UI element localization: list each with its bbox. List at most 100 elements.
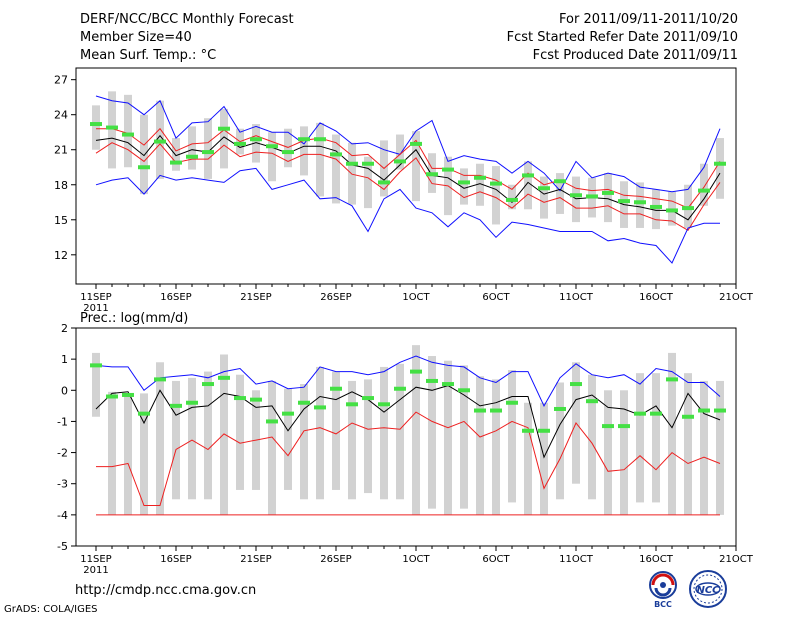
- spread-bar: [140, 114, 148, 195]
- y-tick-label: 21: [54, 144, 68, 157]
- median-mark: [442, 167, 454, 172]
- spread-bar: [396, 363, 404, 500]
- variable-label: Mean Surf. Temp.: °C: [80, 48, 217, 63]
- median-mark: [90, 122, 102, 127]
- median-mark: [122, 132, 134, 137]
- spread-bar: [604, 390, 612, 515]
- spread-bar: [108, 391, 116, 515]
- median-mark: [474, 408, 486, 413]
- panel-0: 12 15 18 21 24 27 11SEP 16SEP 21SEP 26SEP 1OCT 6OCT…: [54, 67, 754, 314]
- median-mark: [650, 204, 662, 209]
- x-tick-label: 21OCT: [719, 292, 754, 303]
- median-mark: [538, 186, 550, 191]
- spread-bar: [540, 176, 548, 219]
- spread-bar: [716, 380, 724, 515]
- median-mark: [650, 411, 662, 416]
- y-tick-label: 2: [61, 322, 68, 335]
- spread-bar: [716, 138, 724, 199]
- spread-bar: [220, 354, 228, 515]
- spread-bar: [412, 345, 420, 515]
- spread-bar: [652, 373, 660, 503]
- x-tick-label: 11SEP: [80, 292, 111, 303]
- median-mark: [394, 159, 406, 164]
- median-mark: [442, 382, 454, 387]
- y-tick-label: 27: [54, 74, 68, 87]
- median-mark: [426, 378, 438, 383]
- panel-1: -5 -4 -3 -2 -1 0 1 2 11SEP 16SEP 21SEP 26SEP 1OCT 6OC…: [57, 311, 754, 576]
- median-mark: [266, 419, 278, 424]
- spread-bar: [204, 118, 212, 179]
- spread-bar: [460, 168, 468, 205]
- spread-bar: [300, 126, 308, 176]
- ncc-logo: NCC: [686, 569, 730, 609]
- median-mark: [458, 180, 470, 185]
- median-mark: [490, 408, 502, 413]
- y-tick-label: 1: [61, 353, 68, 366]
- spread-bar: [476, 163, 484, 206]
- median-mark: [234, 141, 246, 146]
- spread-bar: [556, 173, 564, 214]
- median-mark: [586, 194, 598, 199]
- median-mark: [410, 369, 422, 374]
- spread-bar: [620, 390, 628, 515]
- median-mark: [426, 172, 438, 177]
- median-mark: [682, 414, 694, 419]
- spread-bar: [348, 380, 356, 500]
- spread-bar: [92, 105, 100, 150]
- median-mark: [186, 400, 198, 405]
- x-tick-label: 16SEP: [160, 292, 191, 303]
- median-mark: [106, 394, 118, 399]
- spread-bar: [172, 138, 180, 171]
- median-mark: [154, 139, 166, 144]
- spread-bar: [524, 161, 532, 210]
- spread-bar: [508, 184, 516, 210]
- median-mark: [634, 200, 646, 205]
- member-size-label: Member Size=40: [80, 30, 192, 45]
- x-tick-label: 26SEP: [320, 554, 351, 565]
- forecast-start-date: Fcst Started Refer Date 2011/09/10: [506, 30, 738, 45]
- median-mark: [138, 411, 150, 416]
- mean-line: [95, 134, 721, 221]
- spread-bar: [252, 124, 260, 163]
- x-year-label: 2011: [83, 303, 108, 314]
- spread-bar: [412, 131, 420, 202]
- y-tick-label: -1: [57, 415, 68, 428]
- spread-bar: [188, 377, 196, 500]
- spread-bar: [204, 371, 212, 500]
- y-tick-label: 12: [54, 249, 68, 262]
- median-mark: [394, 386, 406, 391]
- spread-bar: [604, 173, 612, 223]
- spread-bar: [556, 382, 564, 500]
- median-mark: [410, 141, 422, 146]
- x-year-label: 2011: [83, 565, 108, 576]
- y-tick-label: 15: [54, 214, 68, 227]
- median-mark: [378, 402, 390, 407]
- spread-bar: [236, 374, 244, 490]
- source-url: http://cmdp.ncc.cma.gov.cn: [75, 583, 257, 598]
- median-mark: [698, 408, 710, 413]
- spread-bar: [524, 402, 532, 515]
- median-mark: [282, 411, 294, 416]
- median-mark: [202, 382, 214, 387]
- median-mark: [154, 377, 166, 382]
- y-tick-label: 24: [54, 109, 68, 122]
- spread-bar: [124, 393, 132, 515]
- spread-bar: [572, 176, 580, 223]
- plot-frame: [75, 67, 737, 285]
- median-mark: [570, 193, 582, 198]
- median-mark: [234, 396, 246, 401]
- p25-line: [95, 142, 721, 231]
- spread-bar: [492, 166, 500, 225]
- bcc-logo-text: BCC: [654, 600, 672, 609]
- median-mark: [314, 137, 326, 142]
- grads-credit: GrADS: COLA/IGES: [4, 604, 98, 615]
- max-line: [95, 355, 721, 407]
- median-mark: [266, 144, 278, 149]
- median-mark: [346, 161, 358, 166]
- spread-bar: [492, 379, 500, 515]
- spread-bar: [588, 374, 596, 500]
- median-mark: [602, 424, 614, 429]
- median-mark: [282, 150, 294, 155]
- precip-panel-title: Prec.: log(mm/d): [80, 311, 188, 326]
- median-mark: [330, 152, 342, 157]
